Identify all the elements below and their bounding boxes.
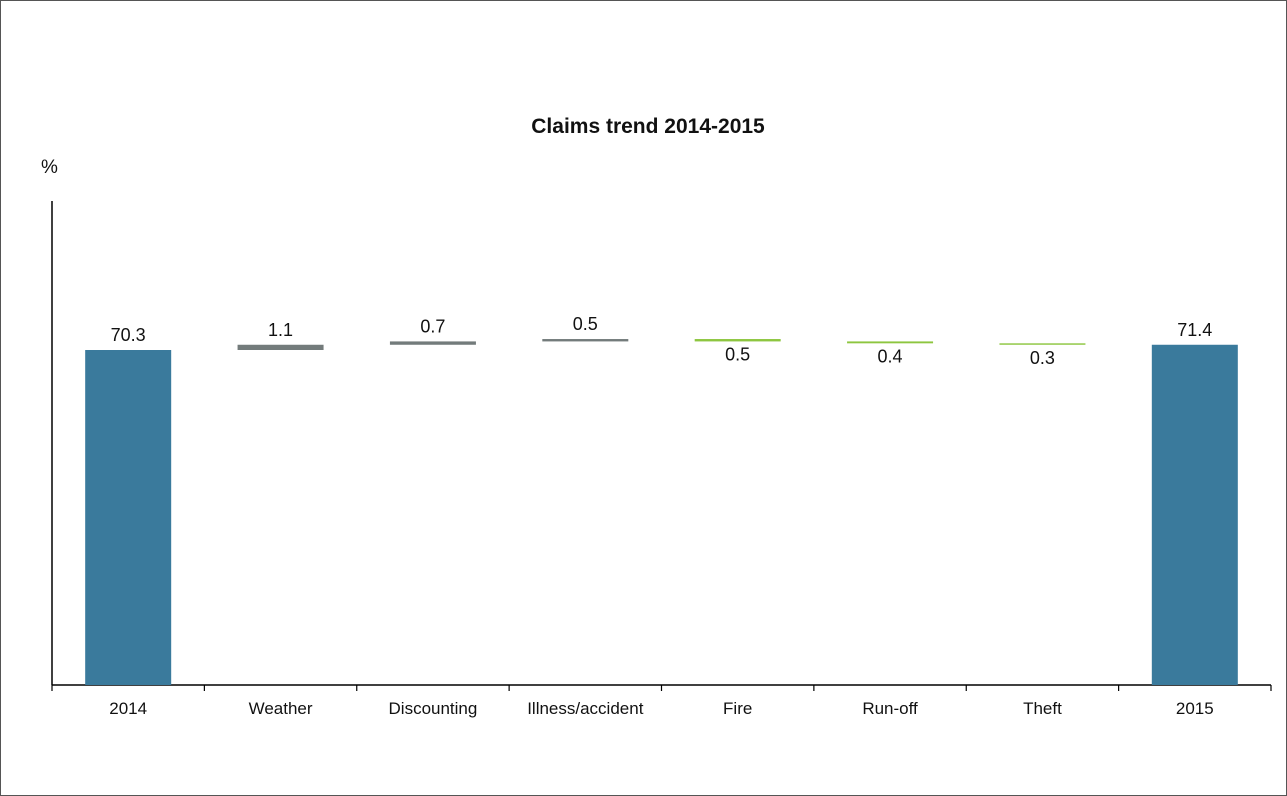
value-label-illness-accident: 0.5 [573, 314, 598, 334]
value-label-2015: 71.4 [1177, 320, 1212, 340]
category-labels-group: 2014 Weather Discounting Illness/accident Fi… [109, 699, 1213, 718]
category-label-discounting: Discounting [389, 699, 478, 718]
bar-weather [237, 344, 324, 350]
value-label-run-off: 0.4 [878, 346, 903, 366]
category-label-2015: 2015 [1176, 699, 1214, 718]
category-label-fire: Fire [723, 699, 752, 718]
value-label-fire: 0.5 [725, 344, 750, 364]
chart-title: Claims trend 2014-2015 [531, 115, 765, 138]
bar-theft [999, 343, 1086, 345]
bar-fire [694, 339, 781, 342]
category-label-theft: Theft [1023, 699, 1062, 718]
category-label-illness-accident: Illness/accident [527, 699, 644, 718]
bar-illness-accident [542, 339, 629, 342]
value-label-discounting: 0.7 [420, 316, 445, 336]
y-axis-label: % [41, 157, 58, 178]
value-label-theft: 0.3 [1030, 348, 1055, 368]
bar-discounting [389, 341, 476, 345]
bar-run-off [847, 341, 934, 344]
x-axis-ticks [51, 685, 1272, 691]
bar-2015 [1151, 344, 1238, 685]
category-label-run-off: Run-off [862, 699, 918, 718]
value-label-weather: 1.1 [268, 320, 293, 340]
bar-2014 [85, 349, 172, 685]
category-label-weather: Weather [249, 699, 313, 718]
value-labels-group: 70.3 1.1 0.7 0.5 0.5 0.4 0.3 71.4 [111, 314, 1213, 368]
category-label-2014: 2014 [109, 699, 147, 718]
bars-group [85, 339, 1238, 685]
value-label-2014: 70.3 [111, 325, 146, 345]
